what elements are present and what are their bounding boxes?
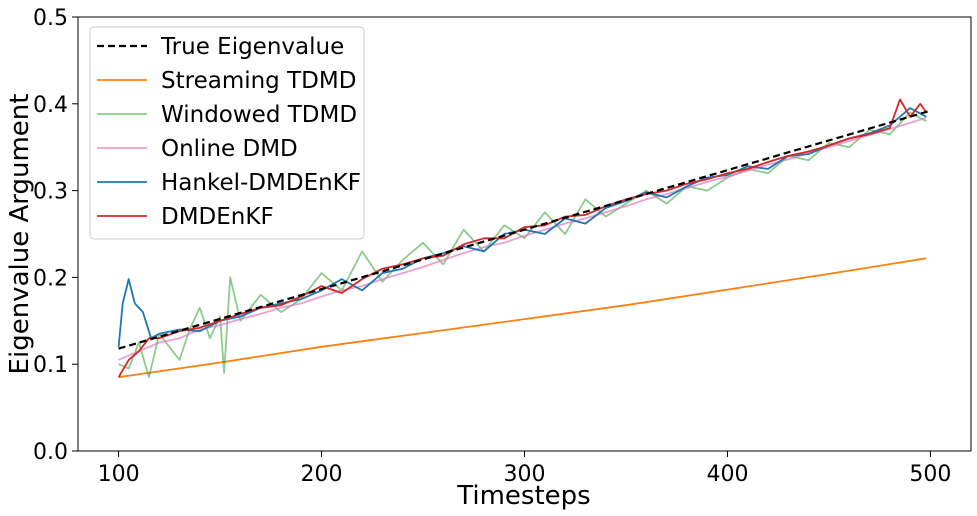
x-tick-label: 200 [301,462,343,487]
legend-label: Windowed TDMD [161,102,357,128]
y-tick-label: 0.2 [33,266,68,291]
y-ticks: 0.0 0.1 0.2 0.3 0.4 0.5 [33,6,78,465]
series-line-online-dmd [118,116,927,361]
y-axis-label: Eigenvalue Argument [5,94,35,375]
legend-label: DMDEnKF [161,204,274,230]
series-line-streaming-tdmd [118,257,927,379]
x-tick-label: 500 [909,462,951,487]
legend-label: Streaming TDMD [161,68,356,94]
legend-box [89,26,365,240]
x-tick-label: 300 [504,462,546,487]
y-tick-label: 0.3 [33,180,68,205]
series-line-windowed-tdmd [118,111,927,379]
legend-label: Online DMD [161,136,298,162]
legend: True Eigenvalue Streaming TDMD Windowed TD… [89,26,365,240]
y-tick-label: 0.4 [33,93,68,118]
y-tick-label: 0.0 [33,440,68,465]
x-tick-label: 400 [706,462,748,487]
legend-label: True Eigenvalue [160,34,344,60]
series-line-true-eigenvalue [118,109,931,350]
series-layer [117,98,931,379]
x-axis-label: Timesteps [456,481,590,511]
legend-label: Hankel-DMDEnKF [161,170,361,196]
x-ticks: 100 200 300 400 500 [98,451,951,487]
x-tick-label: 100 [98,462,140,487]
y-tick-label: 0.5 [33,6,68,31]
series-line-dmdenkf [117,98,928,378]
y-tick-label: 0.1 [33,353,68,378]
